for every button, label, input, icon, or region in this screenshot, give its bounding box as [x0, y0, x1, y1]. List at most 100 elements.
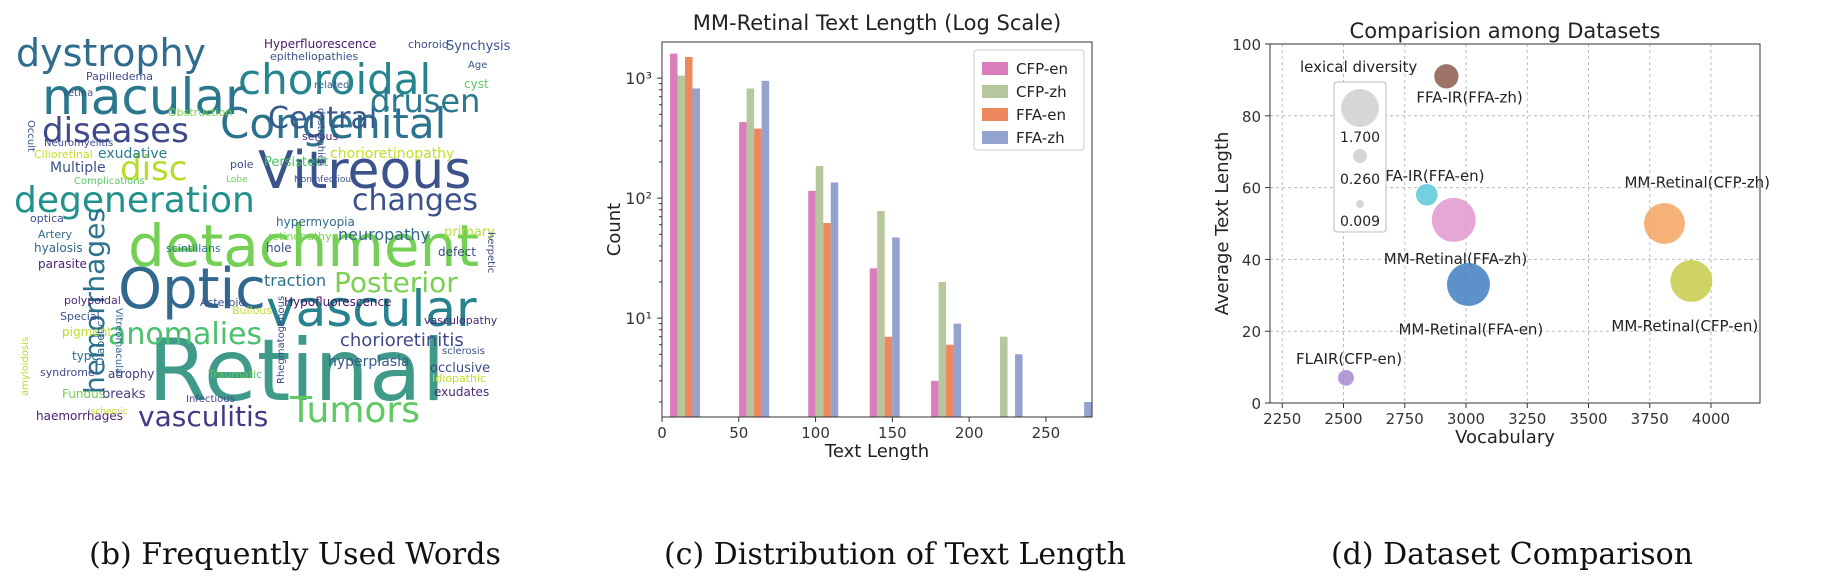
cloud-word: Fundus: [62, 387, 105, 401]
legend-swatch: [982, 131, 1008, 144]
cloud-word: Optic: [118, 257, 266, 322]
cloud-word: atrophy: [108, 367, 154, 381]
cloud-word: Occult: [25, 120, 36, 152]
caption-d: (d) Dataset Comparison: [1330, 537, 1694, 572]
cloud-word: Asteroid: [200, 296, 245, 309]
bar-ffa-zh: [761, 80, 770, 417]
x-tick-label: 50: [729, 424, 748, 442]
cloud-word: cyst: [464, 77, 489, 91]
cloud-word: degeneration: [14, 180, 255, 221]
bar-ffa-en: [946, 344, 954, 417]
cloud-word: choroid: [408, 38, 449, 51]
legend-label: CFP-zh: [1016, 83, 1067, 101]
bar-ffa-zh: [1084, 402, 1092, 417]
bar-ffa-en: [884, 336, 893, 417]
cloud-word: amyloidosis: [20, 337, 31, 396]
caption-b: (b) Frequently Used Words: [89, 537, 501, 572]
bar-cfp-en: [670, 53, 678, 418]
cloud-word: Lobe: [226, 175, 248, 185]
x-axis-label: Text Length: [824, 441, 929, 460]
y-tick-label: 0: [1251, 395, 1261, 413]
x-tick-label: 2500: [1324, 410, 1362, 428]
cloud-word: Idiopathic: [432, 372, 486, 385]
cloud-word: breaks: [102, 387, 146, 402]
plot-frame: [1269, 43, 1761, 404]
point-label: MM-Retinal(FFA-zh): [1384, 250, 1528, 268]
cloud-word: retinopathy: [268, 230, 332, 243]
size-legend-label: 0.009: [1340, 214, 1380, 230]
cloud-word: detachment: [128, 212, 479, 280]
x-tick-label: 100: [801, 424, 830, 442]
cloud-word: drusen: [370, 82, 480, 120]
x-tick-label: 150: [878, 424, 907, 442]
legend-label: CFP-en: [1016, 60, 1068, 78]
bar-ffa-zh: [892, 237, 900, 417]
cloud-word: Age: [468, 60, 487, 71]
cloud-word: pigment: [62, 325, 112, 339]
size-legend-title: lexical diversity: [1300, 58, 1417, 76]
cloud-word: macular: [42, 68, 246, 126]
legend-swatch: [982, 108, 1008, 121]
cloud-word: Hyperfluorescence: [264, 37, 376, 51]
cloud-word: chorioretinopathy: [330, 146, 454, 162]
chart-title: MM-Retinal Text Length (Log Scale): [693, 11, 1061, 35]
cloud-word: pole: [230, 158, 254, 171]
scatter-point: [1434, 64, 1459, 89]
cloud-word: Congenital: [220, 99, 446, 148]
cloud-word: Tumors: [289, 390, 420, 431]
plot-frame: [661, 41, 1093, 418]
bar-cfp-zh: [815, 166, 824, 417]
cloud-word: hemorrhages: [78, 208, 111, 394]
bar-cfp-en: [869, 268, 878, 417]
bar-cfp-zh: [677, 75, 686, 417]
point-label: MM-Retinal(CFP-zh): [1624, 174, 1770, 192]
x-tick-label: 3250: [1508, 410, 1546, 428]
scatter-point: [1431, 197, 1476, 242]
dataset-comparison-scatter: Comparision among Datasets 2250 2500 2750 30…: [1212, 19, 1770, 448]
scatter-point: [1670, 259, 1713, 302]
word-cloud-background: [10, 22, 508, 426]
y-tick-label: 10¹: [625, 309, 652, 328]
point-label: MM-Retinal(FFA-en): [1398, 321, 1543, 339]
text-length-panel: MM-Retinal Text Length (Log Scale) 0 50 100…: [590, 0, 1200, 582]
x-tick-label: 2750: [1386, 410, 1424, 428]
cloud-word: Central: [268, 101, 377, 136]
cloud-word: Rhegmatogenous: [276, 296, 287, 384]
cloud-word: traction: [264, 271, 326, 290]
cloud-word: Vitreous: [258, 141, 471, 201]
y-tick-label: 20: [1242, 323, 1261, 341]
cloud-word: Papilledema: [86, 70, 153, 83]
cloud-word: vascular: [266, 280, 477, 338]
y-axis-label: Average Text Length: [1212, 132, 1233, 316]
cloud-word: Traumatic: [207, 368, 262, 381]
x-tick-label: 0: [657, 424, 667, 442]
x-tick-label: 250: [1032, 424, 1061, 442]
y-tick-label: 10²: [625, 189, 652, 208]
scatter-point: [1338, 369, 1354, 386]
bar-ffa-zh: [953, 323, 962, 417]
bar-cfp-en: [808, 190, 816, 417]
scatter-point: [1415, 183, 1438, 206]
bar-ffa-zh: [830, 182, 839, 417]
cloud-word: related: [314, 80, 349, 91]
cloud-word: Bullous: [232, 304, 272, 317]
cloud-word: type: [72, 349, 99, 363]
bar-ffa-en: [685, 56, 693, 417]
bar-cfp-zh: [1000, 336, 1008, 417]
word-cloud-panel: Retinal detachment Vitreous Optic Congenital…: [0, 0, 590, 582]
point-label: FFA-IR(FFA-en): [1377, 167, 1485, 185]
cloud-word: exudates: [434, 385, 489, 399]
point-label: FLAIR(CFP-en): [1296, 350, 1402, 368]
bar-ffa-zh: [692, 88, 701, 417]
scatter-point: [1644, 203, 1685, 244]
x-tick-label: 200: [955, 424, 984, 442]
cloud-word: exudative: [98, 146, 167, 162]
size-legend-circle: [1341, 89, 1379, 127]
cloud-word: Special: [60, 310, 100, 323]
bar-cfp-en: [931, 380, 939, 417]
cloud-word: epitheliopathies: [270, 50, 359, 63]
x-tick-label: 4000: [1692, 410, 1730, 428]
cloud-word: Vitreomacular: [113, 308, 124, 379]
cloud-word: parasite: [38, 257, 87, 271]
cloud-word: chorioretinitis: [340, 330, 464, 351]
